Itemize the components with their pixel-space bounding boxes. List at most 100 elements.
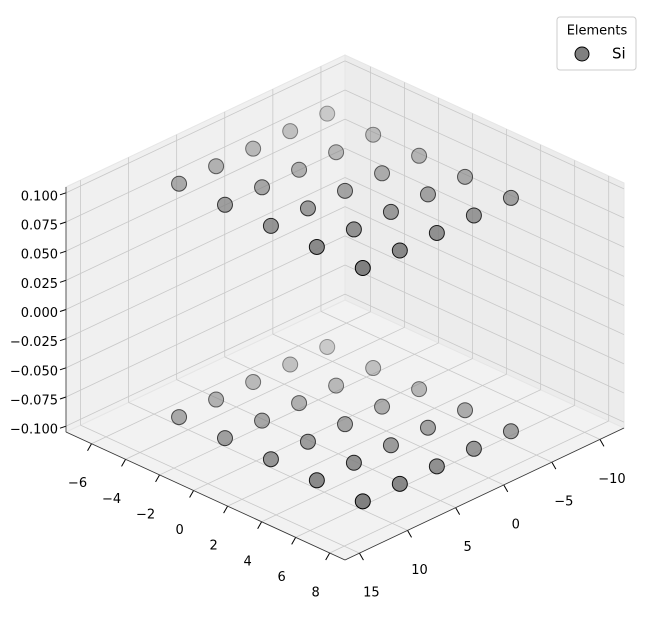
- y-tick: [291, 537, 297, 545]
- grid-line: [344, 264, 625, 394]
- point: [502, 423, 519, 440]
- x-tick-label: −10: [598, 472, 625, 487]
- y-tick: [155, 474, 161, 483]
- y-tick: [87, 443, 92, 451]
- point: [216, 430, 233, 447]
- point: [354, 260, 371, 277]
- point: [282, 123, 299, 140]
- point: [457, 168, 474, 185]
- point: [254, 412, 271, 429]
- point: [345, 221, 362, 238]
- y-tick: [223, 505, 229, 514]
- point: [391, 242, 408, 259]
- point: [374, 165, 391, 182]
- grid-line: [344, 118, 625, 248]
- point: [208, 391, 225, 408]
- z-tick-label: 0.050: [21, 248, 58, 263]
- point: [262, 451, 279, 468]
- axes: −10 −5 0 5 10 15 −6 −4 −2 0 2 4 6 8 −0.100 −0.075 −0.050…: [10, 187, 626, 601]
- z-tick-label: −0.075: [10, 394, 58, 409]
- point: [428, 458, 445, 475]
- grid-line: [224, 356, 504, 486]
- point: [328, 144, 345, 161]
- grid-line: [80, 424, 360, 554]
- grid-line: [65, 177, 346, 310]
- z-tick-label: 0.025: [21, 277, 58, 292]
- point: [354, 493, 371, 510]
- grid-line: [344, 177, 625, 306]
- grid-line: [272, 333, 553, 463]
- point: [216, 196, 233, 213]
- grid-line: [344, 293, 625, 423]
- point: [171, 175, 188, 192]
- grid-line: [65, 118, 346, 252]
- point: [465, 207, 482, 224]
- grid-line: [320, 311, 601, 440]
- y-tick: [121, 459, 126, 467]
- point: [328, 377, 345, 394]
- grid-line: [65, 235, 346, 369]
- x-tick-label: −5: [554, 495, 573, 510]
- point: [319, 338, 336, 355]
- z-tick: [59, 367, 67, 371]
- point: [337, 182, 353, 199]
- grid-line: [91, 311, 371, 445]
- point: [502, 189, 519, 206]
- grid-line: [344, 89, 625, 219]
- point: [411, 147, 428, 164]
- point: [382, 437, 399, 454]
- y-tick-label: 8: [312, 585, 320, 600]
- points: [171, 105, 519, 510]
- y-tick: [189, 490, 195, 498]
- z-tick: [59, 309, 67, 312]
- z-tick: [59, 192, 67, 196]
- axis-line: [344, 427, 625, 561]
- point: [254, 179, 271, 196]
- z-tick: [59, 221, 67, 225]
- point: [337, 416, 353, 433]
- z-tick-label: 0.075: [21, 219, 58, 234]
- point: [262, 217, 279, 234]
- point: [365, 126, 382, 143]
- legend-title: Elements: [567, 24, 628, 39]
- y-tick-label: 0: [175, 523, 183, 538]
- axis-line: [65, 431, 346, 561]
- z-tick: [59, 425, 67, 429]
- point: [419, 186, 436, 203]
- x-tick: [503, 484, 509, 493]
- x-tick-label: 0: [512, 517, 520, 532]
- point: [374, 398, 391, 415]
- point: [457, 402, 474, 419]
- y-tick-label: −4: [102, 492, 121, 507]
- point: [299, 200, 316, 217]
- x-tick: [455, 507, 461, 515]
- grid-line: [329, 420, 609, 554]
- point: [208, 158, 225, 175]
- point: [319, 105, 336, 122]
- point: [299, 433, 316, 450]
- x-tick: [358, 552, 364, 561]
- z-tick-label: 0.100: [21, 189, 58, 204]
- y-tick-label: −6: [68, 476, 87, 491]
- legend-marker: [574, 46, 590, 62]
- grid-line: [65, 264, 346, 398]
- grid-line: [344, 206, 625, 336]
- z-tick: [59, 396, 67, 400]
- y-tick-label: 2: [209, 539, 217, 554]
- z-tick: [59, 338, 67, 342]
- grid-line: [227, 373, 507, 507]
- grid-line: [193, 358, 473, 491]
- grid-line: [344, 60, 625, 190]
- point: [245, 374, 262, 391]
- grid-line: [125, 326, 405, 460]
- grid-line: [261, 389, 541, 523]
- y-tick-label: 4: [243, 554, 251, 569]
- point: [419, 419, 436, 436]
- point: [308, 238, 325, 255]
- grid-line: [65, 206, 346, 340]
- z-tick-label: −0.050: [10, 364, 58, 379]
- x-tick: [551, 461, 557, 470]
- x-tick: [599, 439, 605, 447]
- point: [245, 140, 262, 157]
